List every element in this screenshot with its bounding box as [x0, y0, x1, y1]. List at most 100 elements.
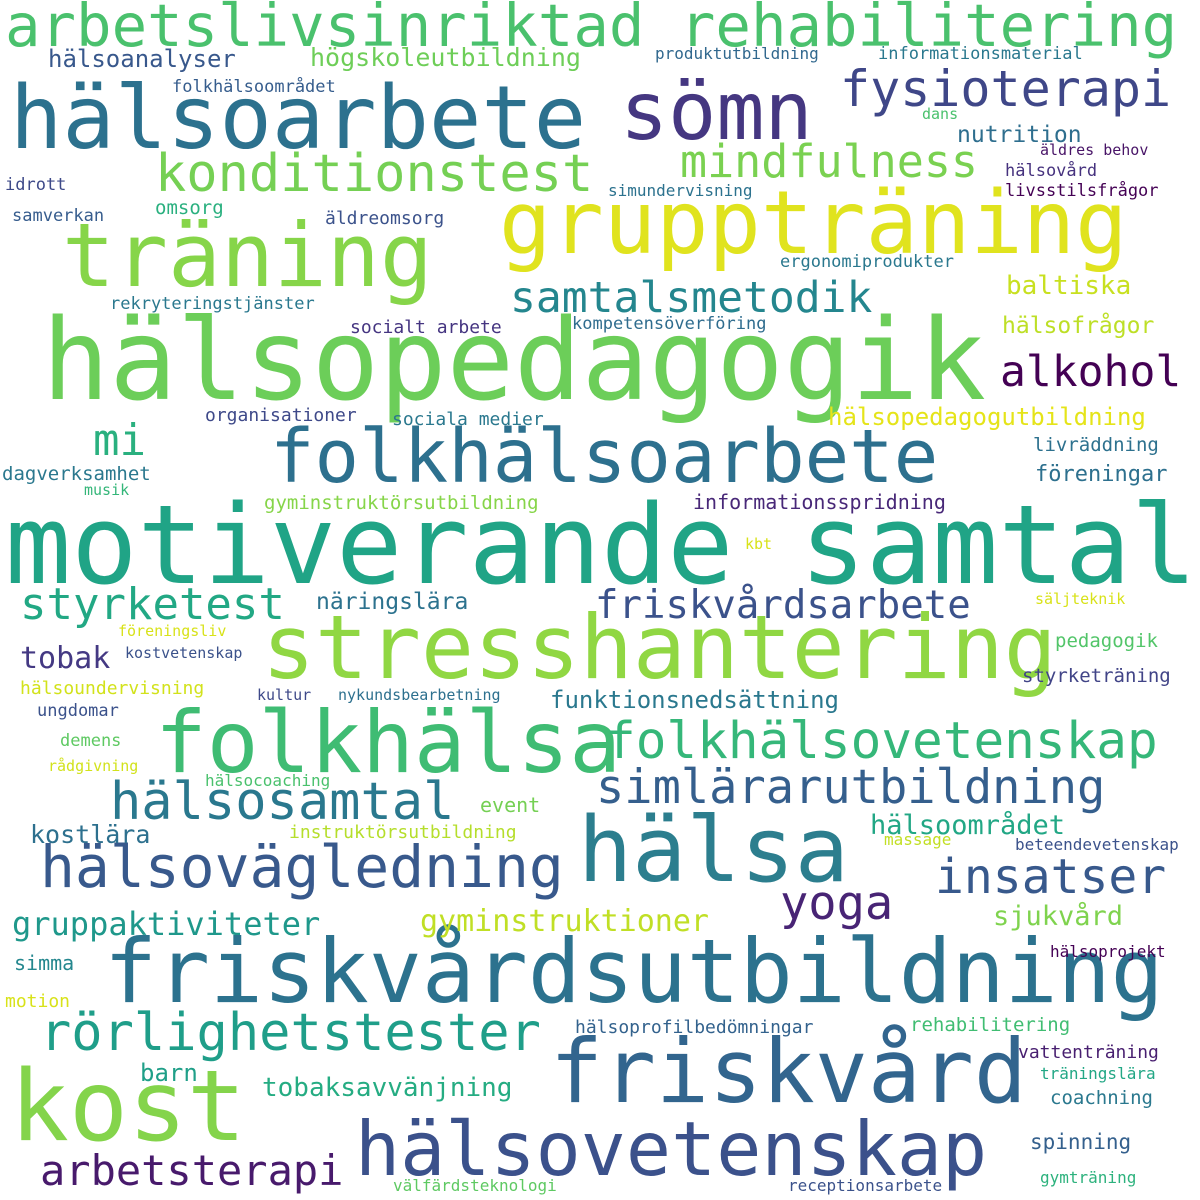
word-mindfulness: mindfulness: [680, 135, 979, 188]
word-nykundsbearbetning: nykundsbearbetning: [338, 686, 501, 704]
word-coachning: coachning: [1050, 1087, 1153, 1109]
word-kostlara: kostlära: [30, 820, 151, 849]
word-massage: massage: [884, 830, 952, 849]
word-radgivning: rådgivning: [48, 757, 139, 775]
word-foreningar: föreningar: [1035, 462, 1168, 487]
word-demens: demens: [60, 731, 122, 751]
word-dagverksamhet: dagverksamhet: [2, 463, 151, 485]
word-simundervisning: simundervisning: [608, 181, 753, 200]
word-nutrition: nutrition: [957, 122, 1082, 148]
word-naringslara: näringslära: [316, 589, 469, 615]
word-livsstilsfragor: livsstilsfrågor: [1005, 181, 1159, 201]
word-beteendevetenskap: beteendevetenskap: [1015, 835, 1179, 854]
word-aldreomsorg: äldreomsorg: [325, 208, 445, 229]
word-saljteknik: säljteknik: [1035, 590, 1126, 608]
word-arbetsterapi: arbetsterapi: [40, 1146, 344, 1195]
word-funktionsnedsattning: funktionsnedsättning: [550, 686, 839, 714]
word-rehabilitering: rehabilitering: [910, 1014, 1071, 1036]
word-kbt: kbt: [745, 535, 773, 553]
word-halsa: hälsa: [578, 798, 849, 903]
word-simma: simma: [14, 951, 75, 975]
word-kompetensoverforing: kompetensöverföring: [572, 314, 767, 334]
word-halsoanalyser: hälsoanalyser: [48, 45, 236, 73]
word-halsovagledning: hälsovägledning: [40, 833, 564, 901]
word-friskvard: friskvård: [550, 1020, 1027, 1123]
word-styrketraning: styrketräning: [1022, 665, 1171, 687]
word-samtalsmetodik: samtalsmetodik: [510, 273, 873, 323]
word-friskvardsutbildning: friskvårdsutbildning: [104, 920, 1164, 1023]
word-traning: träning: [62, 204, 433, 307]
word-gruppaktiviteter: gruppaktiviteter: [12, 905, 321, 943]
word-insatser: insatser: [935, 849, 1167, 905]
word-halsovetenskap: hälsovetenskap: [355, 1105, 988, 1193]
word-omsorg: omsorg: [155, 197, 224, 219]
word-yoga: yoga: [780, 876, 894, 931]
word-foreningsliv: föreningsliv: [118, 622, 227, 640]
word-instruktorsutbildning: instruktörsutbildning: [289, 822, 517, 843]
word-livraddning: livräddning: [1033, 434, 1159, 456]
word-receptionsarbete: receptionsarbete: [788, 1176, 943, 1195]
word-halsoarbete: hälsoarbete: [10, 67, 587, 169]
word-rekryteringstjanster: rekryteringstjänster: [110, 294, 315, 314]
word-aldres-behov: äldres behov: [1040, 141, 1149, 159]
word-informationsspridning: informationsspridning: [693, 490, 946, 514]
word-stresshantering: stresshantering: [262, 596, 1057, 699]
word-traningslara: träningslära: [1040, 1064, 1156, 1083]
word-barn: barn: [140, 1059, 198, 1087]
word-folkhalsoarbete: folkhälsoarbete: [270, 414, 939, 500]
word-halsopedagogutbildning: hälsopedagogutbildning: [828, 403, 1146, 431]
word-kost: kost: [10, 1050, 247, 1164]
word-kultur: kultur: [257, 686, 312, 704]
word-gymtraning: gymträning: [1040, 1168, 1137, 1187]
word-arbetslivsinriktad-rehabilitering: arbetslivsinriktad rehabilitering: [5, 0, 1178, 60]
word-ungdomar: ungdomar: [37, 701, 119, 721]
word-idrott: idrott: [5, 175, 67, 195]
word-halsopedagogik: hälsopedagogik: [42, 296, 987, 426]
word-alkohol: alkohol: [1000, 347, 1182, 397]
word-vattentraning: vattenträning: [1018, 1042, 1159, 1063]
word-baltiska: baltiska: [1006, 271, 1132, 301]
word-konditionstest: konditionstest: [155, 144, 594, 204]
word-mi: mi: [93, 415, 146, 466]
word-fysioterapi: fysioterapi: [840, 60, 1172, 118]
word-simlararutbildning: simlärarutbildning: [596, 760, 1106, 815]
word-gyminstruktioner: gyminstruktioner: [420, 904, 709, 939]
word-musik: musik: [84, 481, 130, 499]
word-sociala-medier: sociala medier: [392, 409, 544, 430]
word-halsoprofilbedomningar: hälsoprofilbedömningar: [575, 1017, 814, 1038]
word-pedagogik: pedagogik: [1055, 630, 1158, 652]
word-halsoomradet: hälsoområdet: [870, 810, 1066, 841]
word-event: event: [480, 793, 541, 817]
word-halsocoaching: hälsocoaching: [205, 771, 331, 790]
word-samverkan: samverkan: [12, 206, 105, 226]
word-informationsmaterial: informationsmaterial: [878, 44, 1083, 64]
word-halsosamtal: hälsosamtal: [110, 772, 455, 832]
word-tobaksavvanjning: tobaksavvänjning: [262, 1073, 513, 1103]
word-hogskoleutbildning: högskoleutbildning: [310, 43, 581, 72]
word-halsoprojekt: hälsoprojekt: [1050, 942, 1166, 961]
word-grupptraning: gruppträning: [499, 172, 1128, 274]
word-produktutbildning: produktutbildning: [655, 44, 819, 63]
word-ergonomiprodukter: ergonomiprodukter: [780, 252, 954, 272]
word-folkhalsoomradet: folkhälsoområdet: [172, 77, 336, 97]
word-organisationer: organisationer: [205, 405, 357, 426]
word-dans: dans: [922, 105, 959, 123]
word-folkhalsovetenskap: folkhälsovetenskap: [605, 712, 1158, 771]
word-kostvetenskap: kostvetenskap: [125, 644, 243, 662]
word-tobak: tobak: [20, 641, 111, 676]
word-gyminstruktorsutbildning: gyminstruktörsutbildning: [264, 492, 539, 514]
word-motion: motion: [5, 991, 71, 1012]
word-socialt-arbete: socialt arbete: [350, 317, 502, 338]
word-spinning: spinning: [1030, 1130, 1132, 1154]
word-valfardsteknologi: välfärdsteknologi: [393, 1176, 557, 1195]
word-folkhalsa: folkhälsa: [155, 693, 621, 793]
word-motiverande-samtal: motiverande samtal: [5, 481, 1198, 609]
word-friskvardsarbete: friskvårdsarbete: [595, 583, 971, 628]
word-halsovard: hälsovård: [1005, 161, 1098, 181]
word-halsoundervisning: hälsoundervisning: [20, 678, 205, 699]
word-somn: sömn: [620, 65, 813, 158]
word-halsofragor: hälsofrågor: [1002, 313, 1155, 339]
word-styrketest: styrketest: [20, 579, 285, 630]
word-sjukvard: sjukvård: [993, 901, 1124, 932]
